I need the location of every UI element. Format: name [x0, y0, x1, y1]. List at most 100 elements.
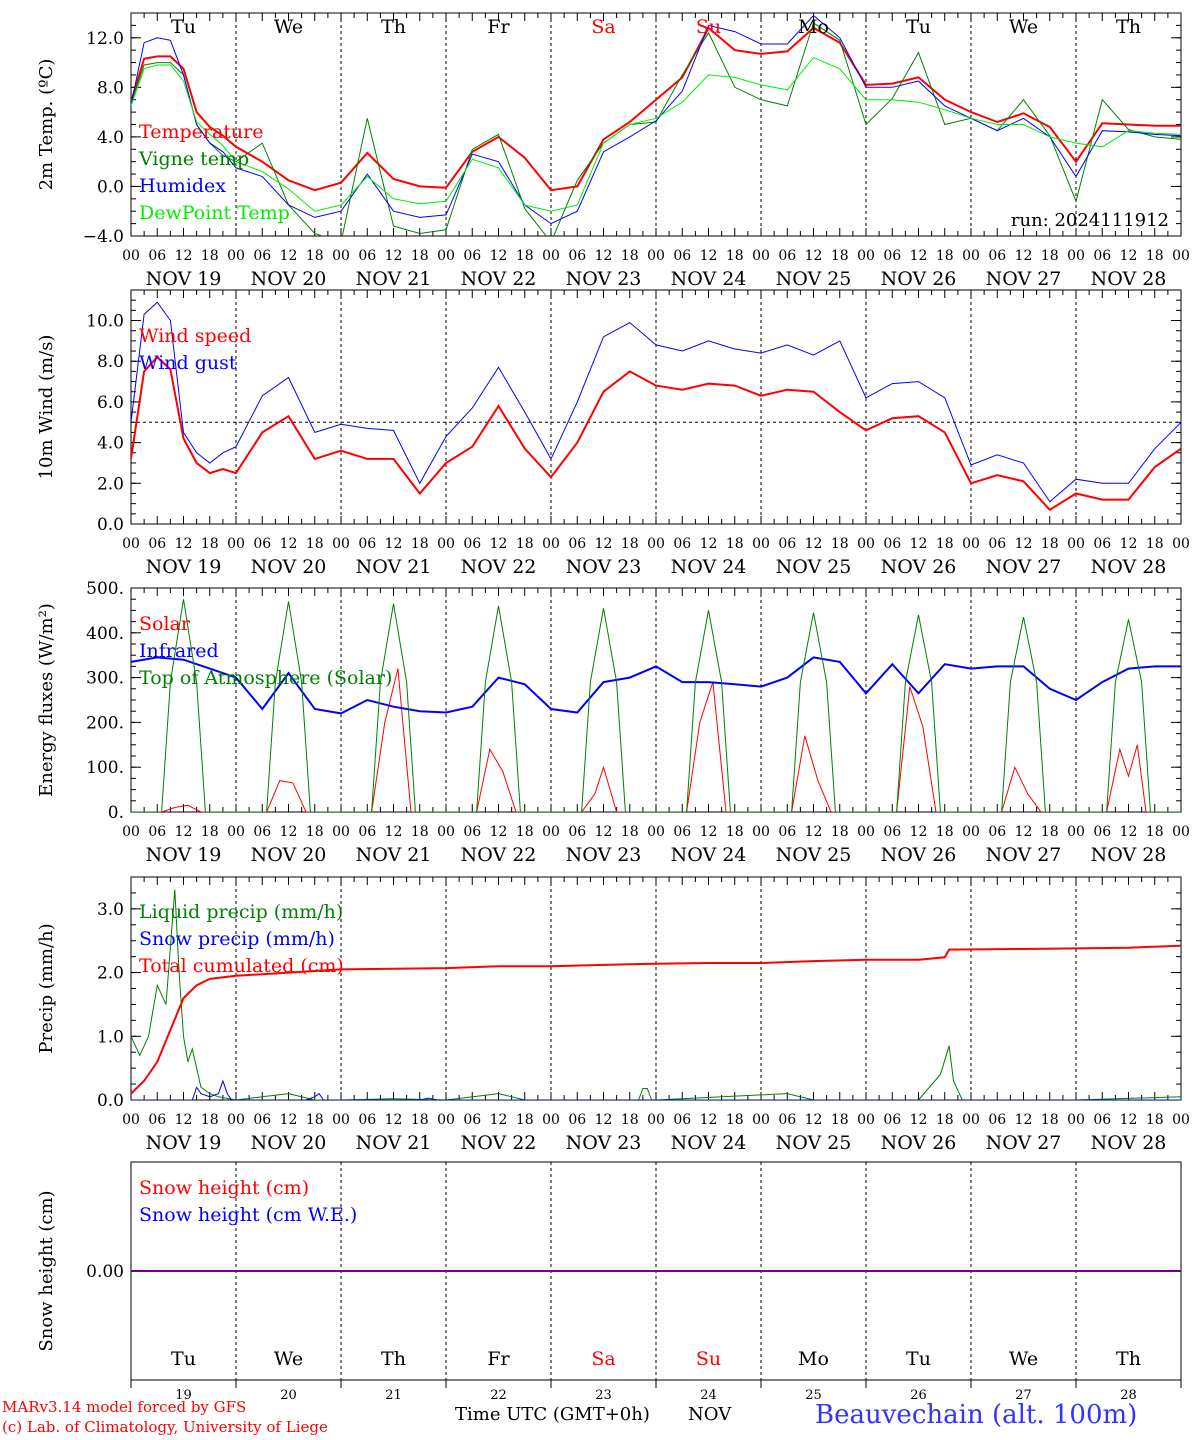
date-label: NOV 20	[251, 556, 327, 578]
hour-label: 00	[437, 248, 455, 264]
day-abbrev: Tu	[906, 16, 931, 38]
date-label: NOV 27	[986, 556, 1062, 578]
hour-label: 12	[385, 248, 403, 264]
hour-label: 12	[280, 824, 298, 840]
hour-label: 06	[148, 1112, 166, 1128]
panel-frame	[130, 587, 1182, 813]
hour-label: 00	[227, 536, 245, 552]
hour-label: 18	[516, 824, 534, 840]
time-axis-label: Time UTC (GMT+0h)	[455, 1404, 650, 1425]
hour-label: 00	[122, 824, 140, 840]
y-axis-title: 2m Temp. (ºC)	[36, 59, 57, 191]
day-number: 20	[280, 1388, 297, 1403]
hour-label: 06	[463, 248, 481, 264]
hour-label: 12	[700, 248, 718, 264]
y-tick-label: 12.0	[86, 29, 124, 49]
hour-label: 06	[253, 536, 271, 552]
hour-label: 12	[1015, 1112, 1033, 1128]
hour-label: 06	[148, 536, 166, 552]
hour-label: 00	[752, 1112, 770, 1128]
y-tick-label: 0.0	[97, 1091, 124, 1111]
date-label: NOV 27	[986, 268, 1062, 290]
hour-label: 00	[542, 536, 560, 552]
series-line-wind-0	[131, 355, 1181, 512]
hour-label: 18	[516, 536, 534, 552]
series-line-energy-2	[131, 599, 1181, 812]
model-credit-line1: MARv3.14 model forced by GFS	[2, 1398, 247, 1416]
date-label: NOV 23	[566, 844, 642, 866]
hour-label: 12	[490, 824, 508, 840]
legend-entry: Temperature	[139, 121, 263, 143]
date-label: NOV 20	[251, 844, 327, 866]
day-abbrev: We	[1009, 16, 1038, 38]
hour-label: 18	[201, 824, 219, 840]
hour-label: 00	[227, 1112, 245, 1128]
hour-label: 06	[1093, 1112, 1111, 1128]
legend-entry: Snow height (cm)	[139, 1177, 309, 1199]
legend-entry: Liquid precip (mm/h)	[139, 901, 343, 923]
hour-label: 00	[752, 824, 770, 840]
series-line-temp-0	[131, 26, 1181, 192]
date-label: NOV 28	[1091, 1132, 1167, 1154]
legend-entry: DewPoint Temp	[139, 202, 290, 224]
y-tick-label: 6.0	[97, 393, 124, 413]
day-number: 26	[910, 1388, 927, 1403]
series-line-precip-0	[131, 889, 1181, 1100]
hour-label: 18	[621, 536, 639, 552]
series-line-wind-1	[131, 301, 1181, 503]
y-tick-label: 10.0	[86, 312, 124, 332]
hour-label: 00	[542, 824, 560, 840]
hour-label: 18	[621, 824, 639, 840]
date-label: NOV 25	[776, 1132, 852, 1154]
y-tick-label: 8.0	[97, 352, 124, 372]
hour-label: 06	[673, 536, 691, 552]
hour-label: 00	[857, 824, 875, 840]
hour-label: 18	[831, 1112, 849, 1128]
date-label: NOV 23	[566, 268, 642, 290]
hour-label: 06	[778, 824, 796, 840]
hour-label: 12	[595, 248, 613, 264]
hour-label: 00	[332, 248, 350, 264]
y-tick-label: 0.00	[86, 1262, 124, 1282]
hour-label: 06	[253, 1112, 271, 1128]
hour-label: 18	[1041, 824, 1059, 840]
hour-label: 18	[306, 536, 324, 552]
date-label: NOV 25	[776, 556, 852, 578]
hour-label: 06	[883, 1112, 901, 1128]
hour-label: 00	[962, 824, 980, 840]
hour-label: 18	[936, 824, 954, 840]
date-label: NOV 21	[356, 844, 432, 866]
hour-label: 00	[1067, 824, 1085, 840]
hour-label: 18	[1041, 1112, 1059, 1128]
day-number: 27	[1015, 1388, 1032, 1403]
hour-label: 18	[726, 824, 744, 840]
y-tick-label: 4.0	[97, 434, 124, 454]
hour-label: 12	[1120, 248, 1138, 264]
hour-label: 00	[647, 1112, 665, 1128]
hour-label: 06	[568, 248, 586, 264]
hour-label: 12	[280, 1112, 298, 1128]
hour-label: 06	[358, 248, 376, 264]
hour-label: 00	[122, 536, 140, 552]
hour-label: 12	[1015, 824, 1033, 840]
date-label: NOV 21	[356, 556, 432, 578]
hour-label: 18	[831, 824, 849, 840]
date-label: NOV 24	[671, 1132, 747, 1154]
y-tick-label: −4.0	[83, 227, 124, 247]
day-abbrev-bottom: Tu	[906, 1348, 931, 1370]
hour-label: 00	[752, 536, 770, 552]
hour-label: 06	[988, 1112, 1006, 1128]
series-line-energy-1	[131, 656, 1181, 715]
hour-label: 06	[1093, 248, 1111, 264]
date-label: NOV 19	[146, 844, 222, 866]
day-number: 24	[700, 1388, 717, 1403]
hour-label: 00	[227, 824, 245, 840]
hour-label: 06	[568, 536, 586, 552]
hour-label: 00	[332, 1112, 350, 1128]
date-label: NOV 22	[461, 1132, 537, 1154]
hour-label: 06	[568, 824, 586, 840]
hour-label: 18	[831, 248, 849, 264]
date-label: NOV 22	[461, 844, 537, 866]
hour-label: 00	[332, 824, 350, 840]
hour-label: 12	[595, 824, 613, 840]
